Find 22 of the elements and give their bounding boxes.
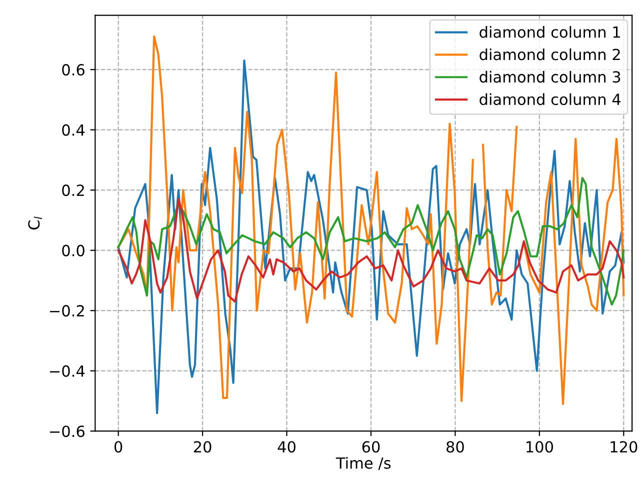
x-tick-label: 0 [114, 441, 122, 453]
x-tick-label: 120 [610, 441, 638, 453]
y-tick-label: 0.0 [62, 244, 84, 256]
y-tick-label: −0.4 [50, 365, 85, 377]
legend-label: diamond column 1 [480, 26, 620, 38]
line-series [117, 198, 625, 303]
y-tick-label: 0.4 [62, 124, 85, 136]
line-series [117, 176, 625, 306]
x-tick-label: 60 [362, 441, 380, 453]
legend-label: diamond column 2 [480, 48, 620, 60]
y-tick-label: −0.6 [50, 426, 84, 438]
x-tick-label: 20 [194, 441, 212, 453]
y-tick-label: 0.2 [62, 184, 84, 196]
x-tick-label: 100 [526, 441, 553, 453]
x-tick-label: 40 [278, 441, 296, 453]
legend-label: diamond column 4 [480, 93, 621, 106]
y-tick-label: 0.6 [62, 64, 84, 76]
x-tick-label: 80 [446, 441, 464, 453]
y-tick-label: −0.2 [50, 305, 84, 317]
y-axis-title: C$_{l}$ [28, 216, 42, 230]
x-axis-title: Time /s [336, 456, 391, 470]
legend-label: diamond column 3 [480, 70, 620, 83]
